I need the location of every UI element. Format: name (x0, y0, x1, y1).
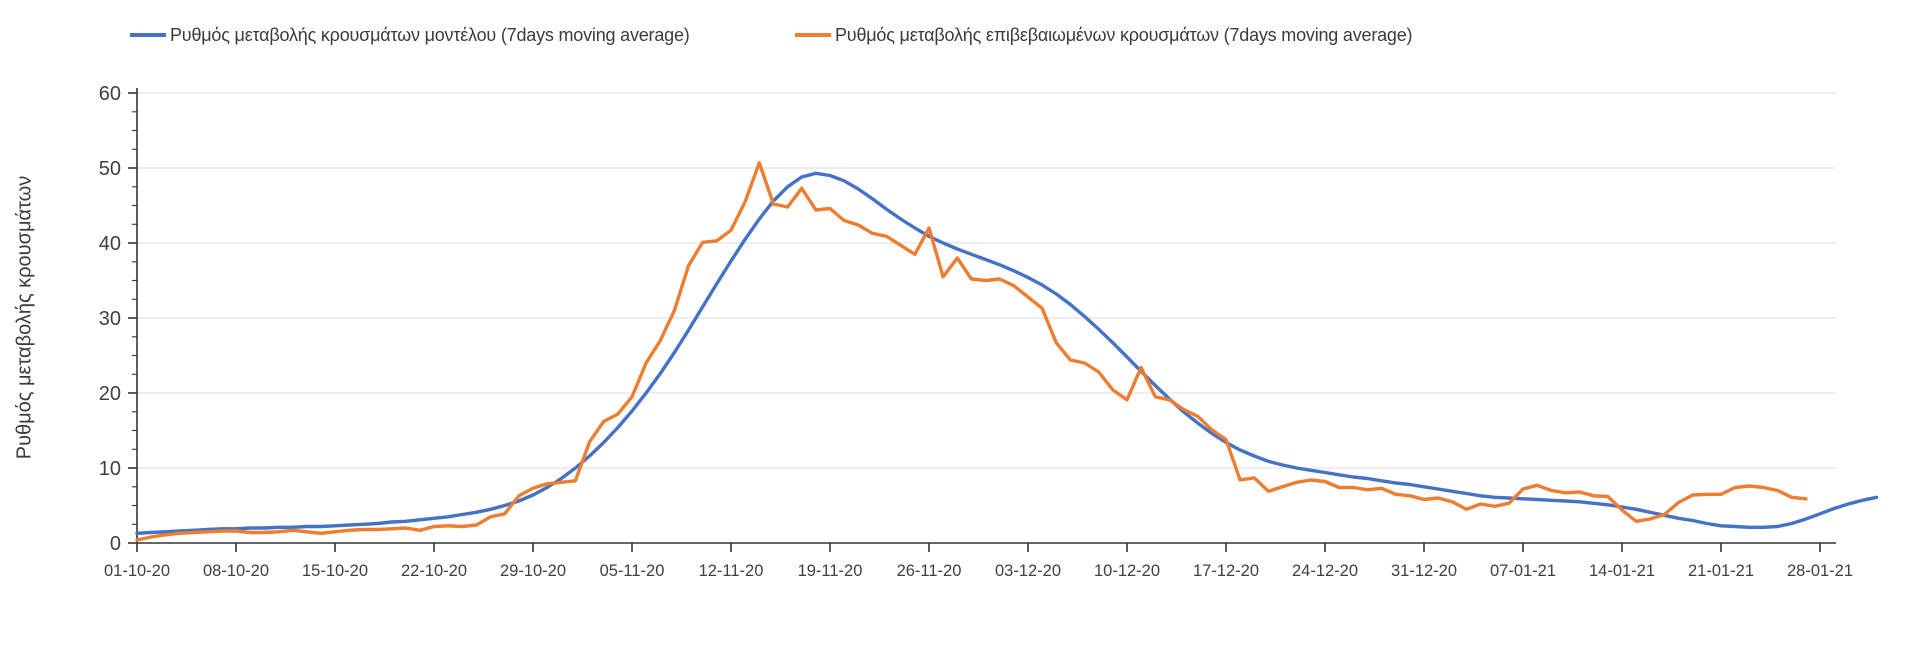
x-tick-label: 19-11-20 (798, 562, 863, 580)
x-tick-label: 12-11-20 (699, 562, 764, 580)
x-tick-label: 14-01-21 (1589, 562, 1655, 580)
y-tick-label: 10 (99, 458, 121, 480)
y-tick-label: 50 (99, 158, 121, 180)
x-tick-label: 03-12-20 (995, 562, 1061, 580)
confirmed-series-line (135, 161, 1808, 542)
y-tick-label: 20 (99, 383, 121, 405)
x-tick-label: 21-01-21 (1688, 562, 1754, 580)
x-tick-label: 08-10-20 (203, 562, 269, 580)
x-tick-label: 10-12-20 (1094, 562, 1160, 580)
y-tick-label: 30 (99, 308, 121, 330)
confirmed-line-swatch (795, 33, 831, 37)
legend-item-model[interactable]: Ρυθμός μεταβολής κρουσμάτων μοντέλου (7d… (130, 24, 690, 46)
x-tick-label: 01-10-20 (104, 562, 170, 580)
x-tick-label: 15-10-20 (302, 562, 368, 580)
legend: Ρυθμός μεταβολής κρουσμάτων μοντέλου (7d… (0, 0, 1920, 50)
x-tick-label: 17-12-20 (1193, 562, 1259, 580)
y-tick-label: 60 (99, 83, 121, 105)
x-tick-label: 05-11-20 (600, 562, 665, 580)
model-line-swatch (130, 33, 166, 37)
plot-area: 0 10 20 30 40 50 60 01-10-20 08-10-20 15-10-20 22-… (99, 83, 1879, 580)
y-tick-label: 40 (99, 233, 121, 255)
x-tick-label: 07-01-21 (1490, 562, 1556, 580)
y-axis-ticks: 0 10 20 30 40 50 60 (99, 83, 137, 555)
x-tick-label: 22-10-20 (401, 562, 467, 580)
x-tick-label: 26-11-20 (897, 562, 962, 580)
legend-label-confirmed: Ρυθμός μεταβολής επιβεβαιωμένων κρουσμάτ… (835, 24, 1413, 45)
x-axis-ticks: 01-10-20 08-10-20 15-10-20 22-10-20 29-10-20… (104, 543, 1853, 580)
x-tick-label: 29-10-20 (500, 562, 566, 580)
legend-item-confirmed[interactable]: Ρυθμός μεταβολής επιβεβαιωμένων κρουσμάτ… (795, 24, 1413, 46)
x-tick-label: 28-01-21 (1787, 562, 1853, 580)
model-series-line (135, 171, 1879, 535)
x-tick-label: 24-12-20 (1292, 562, 1358, 580)
legend-label-model: Ρυθμός μεταβολής κρουσμάτων μοντέλου (7d… (170, 24, 690, 45)
y-axis-title: Ρυθμός μεταβολής κρουσμάτων (13, 175, 36, 460)
x-tick-label: 31-12-20 (1391, 562, 1457, 580)
y-gridlines (137, 92, 1836, 469)
y-tick-label: 0 (110, 533, 121, 555)
